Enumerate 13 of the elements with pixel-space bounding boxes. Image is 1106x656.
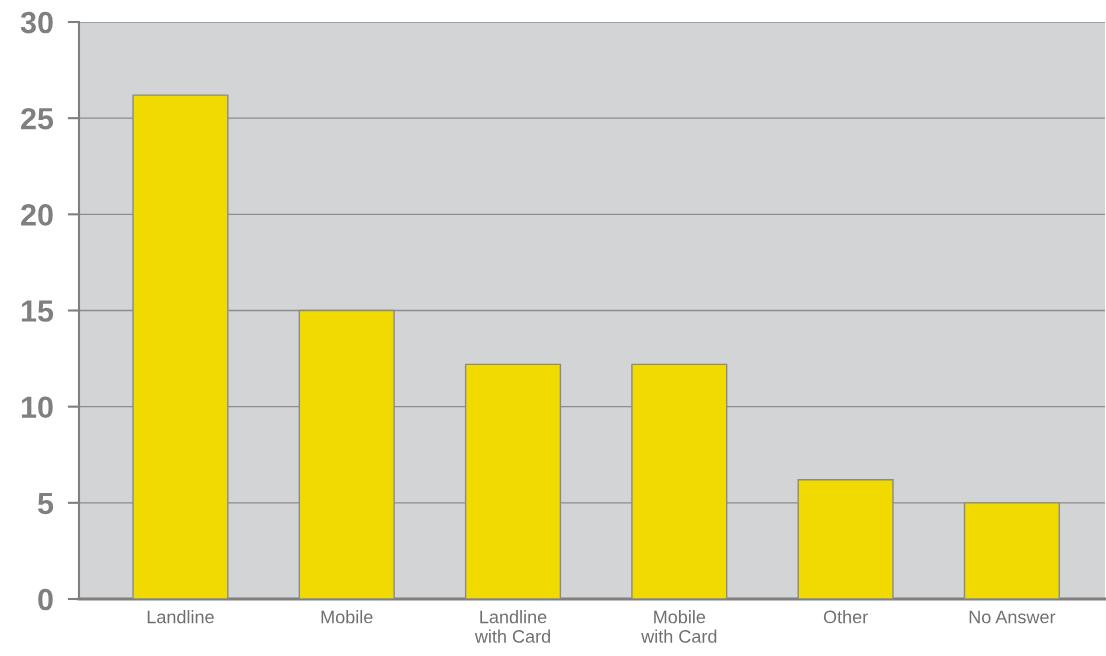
y-tick-label: 5 xyxy=(37,492,54,515)
y-tick-label: 15 xyxy=(21,300,54,322)
y-tick-label: 30 xyxy=(20,11,53,34)
x-tick-label: Landline with Card xyxy=(474,610,550,643)
y-tick-label: 25 xyxy=(21,107,54,130)
x-tick-label: Mobile with Card xyxy=(641,610,717,643)
y-tick-label: 0 xyxy=(38,588,53,611)
x-tick-label: No Answer xyxy=(969,610,1056,624)
x-tick-label: Other xyxy=(823,610,868,624)
y-tick-label: 20 xyxy=(21,204,53,226)
x-tick-label: Mobile xyxy=(321,610,373,624)
x-tick-label: Landline xyxy=(147,610,214,624)
y-tick-label: 10 xyxy=(21,396,53,419)
